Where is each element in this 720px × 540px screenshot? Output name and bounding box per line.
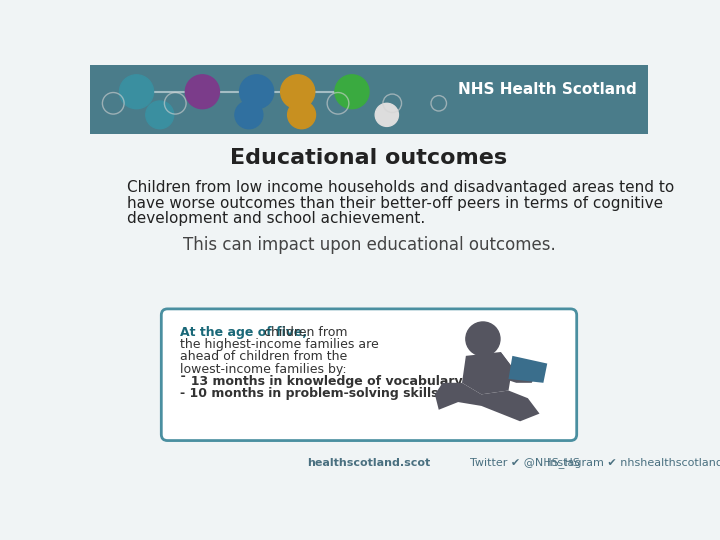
Text: development and school achievement.: development and school achievement. bbox=[127, 211, 426, 226]
Circle shape bbox=[335, 75, 369, 109]
Text: lowest-income families by:: lowest-income families by: bbox=[180, 363, 346, 376]
Circle shape bbox=[235, 101, 263, 129]
Circle shape bbox=[145, 101, 174, 129]
Circle shape bbox=[240, 75, 274, 109]
Text: At the age of five,: At the age of five, bbox=[180, 326, 307, 339]
Circle shape bbox=[375, 103, 398, 126]
Text: the highest-income families are: the highest-income families are bbox=[180, 338, 379, 351]
Circle shape bbox=[331, 71, 373, 112]
Text: This can impact upon educational outcomes.: This can impact upon educational outcome… bbox=[183, 236, 555, 254]
Circle shape bbox=[185, 75, 220, 109]
Polygon shape bbox=[462, 352, 513, 394]
Text: ahead of children from the: ahead of children from the bbox=[180, 350, 347, 363]
Polygon shape bbox=[508, 356, 547, 383]
Text: ¯ 13 months in knowledge of vocabulary: ¯ 13 months in knowledge of vocabulary bbox=[180, 375, 462, 388]
Circle shape bbox=[235, 71, 277, 112]
Circle shape bbox=[116, 71, 158, 112]
Circle shape bbox=[287, 101, 315, 129]
Circle shape bbox=[281, 75, 315, 109]
Bar bbox=[90, 134, 648, 481]
Polygon shape bbox=[435, 383, 539, 421]
Text: Instagram ✔ nhshealthscotland: Instagram ✔ nhshealthscotland bbox=[547, 458, 720, 468]
Text: have worse outcomes than their better-off peers in terms of cognitive: have worse outcomes than their better-of… bbox=[127, 195, 663, 211]
Text: children from: children from bbox=[264, 326, 347, 339]
Circle shape bbox=[181, 71, 223, 112]
Text: Twitter ✔ @NHS_HS: Twitter ✔ @NHS_HS bbox=[469, 457, 580, 468]
FancyBboxPatch shape bbox=[161, 309, 577, 441]
Polygon shape bbox=[497, 352, 539, 383]
Circle shape bbox=[120, 75, 153, 109]
Circle shape bbox=[466, 322, 500, 356]
Text: Children from low income households and disadvantaged areas tend to: Children from low income households and … bbox=[127, 180, 675, 195]
Text: healthscotland.scot: healthscotland.scot bbox=[307, 458, 431, 468]
Text: NHS Health Scotland: NHS Health Scotland bbox=[458, 82, 636, 97]
Text: - 10 months in problem-solving skills.: - 10 months in problem-solving skills. bbox=[180, 387, 443, 401]
Circle shape bbox=[276, 71, 319, 112]
Text: Educational outcomes: Educational outcomes bbox=[230, 148, 508, 168]
Bar bbox=[90, 65, 648, 134]
